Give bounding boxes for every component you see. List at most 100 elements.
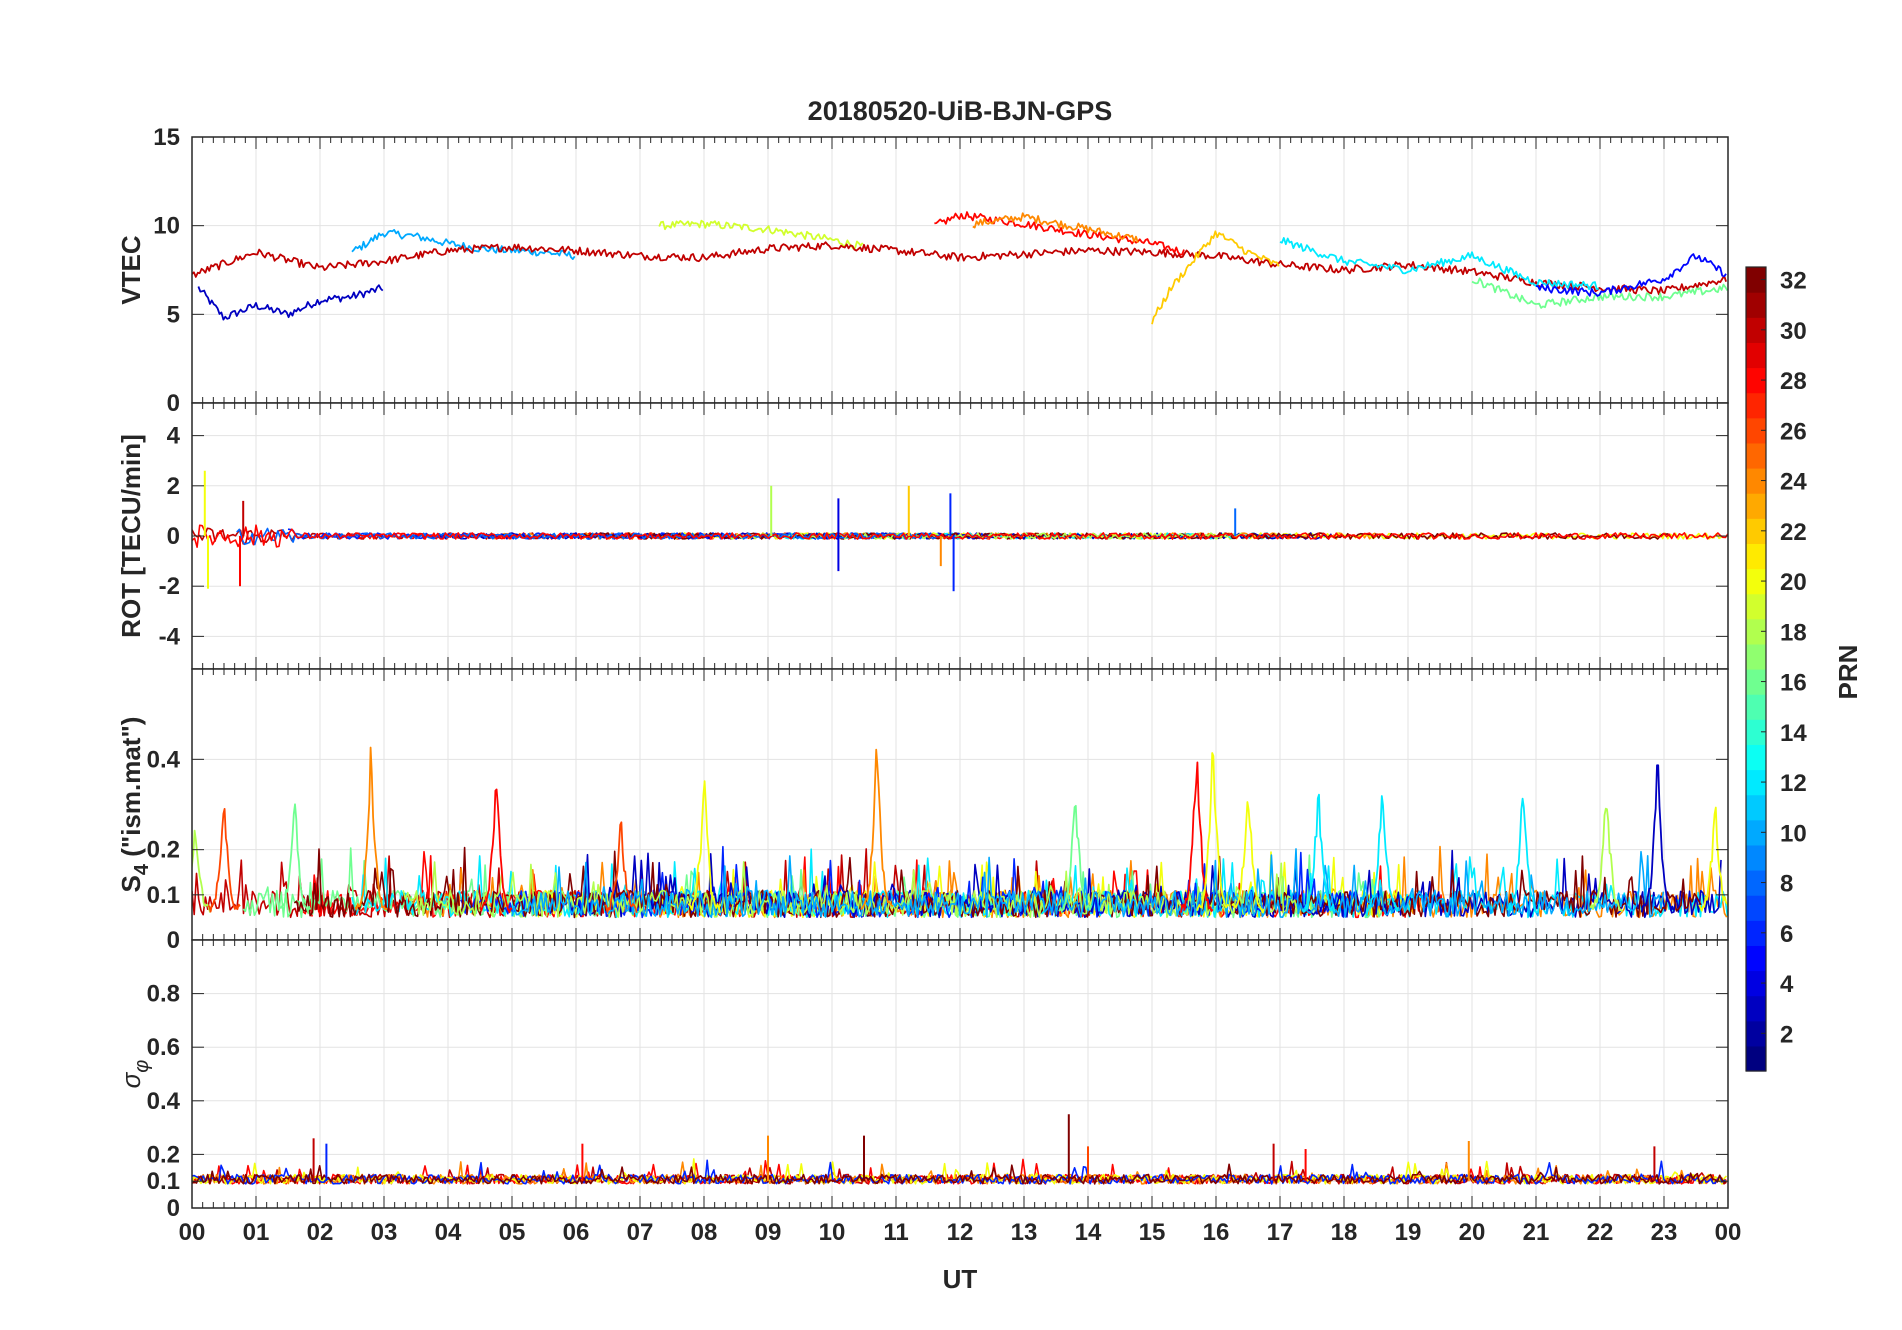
x-tick-label: 19 — [1395, 1219, 1422, 1246]
x-tick-label: 12 — [947, 1219, 974, 1246]
series-line — [192, 1163, 1727, 1185]
x-tick-label: 11 — [883, 1219, 908, 1246]
colorbar-label: PRN — [1833, 645, 1863, 700]
colorbar-segment — [1746, 442, 1766, 469]
y-tick-label: 0 — [167, 1195, 180, 1222]
series-line — [192, 524, 1728, 549]
x-tick-label: 15 — [1139, 1219, 1166, 1246]
colorbar-segment — [1746, 417, 1766, 444]
x-tick-label: 08 — [691, 1219, 718, 1246]
series-line — [934, 211, 1185, 256]
x-tick-label: 03 — [371, 1219, 398, 1246]
panel-2: -4 -2 0 2 4 ROT [TECU/min] — [116, 402, 1729, 670]
colorbar-segment — [1746, 744, 1766, 771]
y-tick-label: -4 — [159, 623, 181, 650]
y-tick-label: 5 — [167, 301, 180, 328]
series-line — [277, 803, 312, 912]
colorbar-segment — [1746, 719, 1766, 745]
colorbar-segment — [1746, 518, 1766, 544]
y-tick-label: 0.2 — [147, 1141, 180, 1168]
colorbar-segment — [1746, 819, 1766, 846]
series-line — [1471, 277, 1728, 309]
x-tick-label: 04 — [435, 1219, 462, 1246]
series-line — [511, 848, 1665, 919]
colorbar-tick-label: 24 — [1780, 469, 1807, 496]
colorbar-tick-label: 14 — [1780, 720, 1807, 747]
x-tick-label: 00 — [1715, 1219, 1742, 1246]
series-line — [1151, 230, 1280, 325]
x-tick-label: 22 — [1587, 1219, 1614, 1246]
x-tick-label: 21 — [1523, 1219, 1550, 1246]
series-line — [1506, 797, 1541, 914]
colorbar-tick-label: 16 — [1780, 670, 1807, 697]
series-line — [687, 780, 721, 914]
colorbar-tick-label: 6 — [1780, 921, 1793, 948]
y-tick-label: 2 — [167, 473, 180, 500]
series-line — [658, 219, 864, 250]
series-group — [192, 1114, 1727, 1185]
series-line — [1589, 807, 1624, 913]
series-group — [192, 746, 1728, 919]
y-tick-label: 0 — [167, 523, 180, 550]
y-tick-label: 0.8 — [147, 981, 180, 1008]
colorbar-segment — [1746, 468, 1766, 494]
colorbar-frame — [1745, 266, 1767, 1072]
colorbar-segment — [1746, 543, 1766, 570]
colorbar-tick-label: 12 — [1780, 770, 1807, 797]
series-line — [860, 748, 894, 911]
colorbar-segment — [1746, 870, 1766, 896]
series-line — [207, 808, 241, 913]
x-tick-label: 10 — [819, 1219, 846, 1246]
x-tick-label: 07 — [627, 1219, 654, 1246]
colorbar-segment — [1746, 593, 1766, 620]
series-line — [1058, 804, 1093, 912]
colorbar-segment — [1746, 392, 1766, 419]
x-tick-label: 06 — [563, 1219, 590, 1246]
colorbar-segment — [1746, 1045, 1766, 1072]
series-line — [972, 212, 1139, 243]
colorbar-tick-label: 22 — [1780, 519, 1807, 546]
series-line — [604, 821, 638, 913]
y-tick-label: 0 — [167, 390, 180, 417]
x-tick-label: 01 — [243, 1219, 270, 1246]
colorbar-segment — [1746, 292, 1766, 318]
colorbar-segment — [1746, 794, 1766, 821]
series-line — [192, 1159, 1727, 1185]
x-tick-label: 14 — [1075, 1219, 1102, 1246]
x-tick-label: 23 — [1651, 1219, 1678, 1246]
colorbar-tick-label: 18 — [1780, 619, 1807, 646]
colorbar-segment — [1746, 769, 1766, 796]
x-tick-label: 00 — [179, 1219, 206, 1246]
series-line — [1535, 253, 1727, 297]
series-line — [1195, 752, 1230, 912]
x-tick-label: 17 — [1267, 1219, 1294, 1246]
y-axis-label: ROT [TECU/min] — [116, 434, 146, 638]
x-tick-label: 09 — [755, 1219, 782, 1246]
y-tick-label: 15 — [153, 124, 180, 151]
x-tick-label: 13 — [1011, 1219, 1038, 1246]
series-group — [192, 211, 1728, 325]
colorbar-segment — [1746, 317, 1766, 343]
y-tick-label: -2 — [159, 573, 180, 600]
y-axis-label: S4 ("ism.mat") — [116, 717, 153, 893]
colorbar-tick-label: 28 — [1780, 368, 1807, 395]
colorbar-segment — [1746, 493, 1766, 519]
colorbar-segment — [1746, 568, 1766, 595]
series-line — [1698, 806, 1728, 912]
colorbar-tick-label: 10 — [1780, 820, 1807, 847]
y-tick-label: 0.2 — [147, 837, 180, 864]
series-line — [351, 228, 576, 261]
colorbar-segment — [1746, 995, 1766, 1022]
colorbar-tick-label: 20 — [1780, 569, 1807, 596]
x-tick-label: 18 — [1331, 1219, 1358, 1246]
series-line — [1231, 801, 1265, 914]
series-group — [192, 470, 1728, 592]
panel-4: 00.10.2 0.4 0.6 0.8 σφ — [116, 939, 1729, 1222]
y-tick-label: 0.1 — [147, 1168, 180, 1195]
colorbar-segment — [1746, 643, 1766, 670]
series-line — [1640, 764, 1675, 913]
y-tick-label: 0.6 — [147, 1034, 180, 1061]
x-tick-label: 05 — [499, 1219, 526, 1246]
